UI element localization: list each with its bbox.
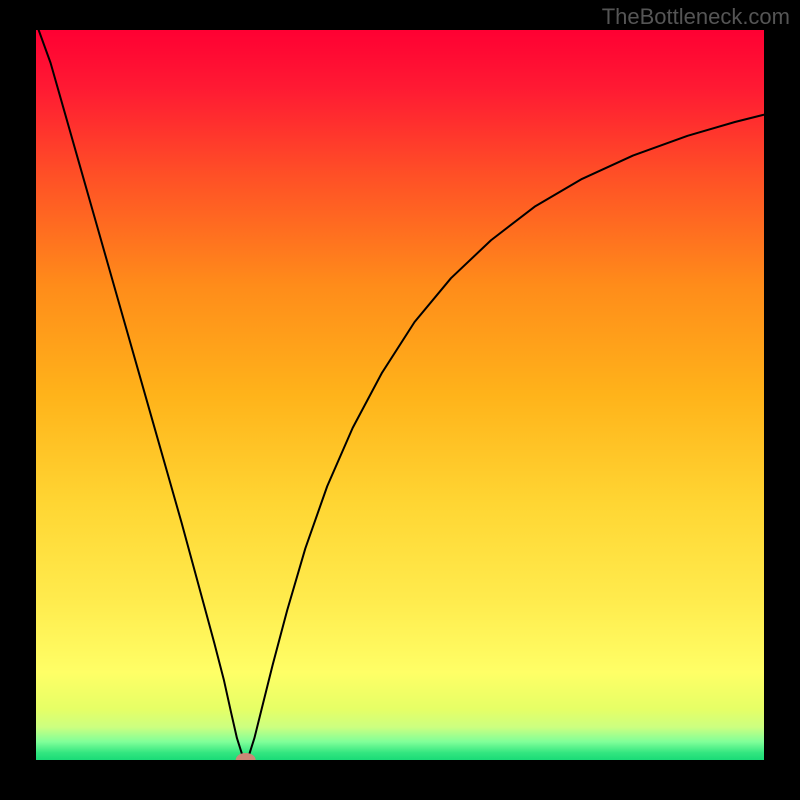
watermark-text: TheBottleneck.com [602, 4, 790, 30]
minimum-marker [236, 753, 256, 767]
chart-container: { "chart": { "type": "line", "watermark"… [0, 0, 800, 800]
chart-svg [0, 0, 800, 800]
